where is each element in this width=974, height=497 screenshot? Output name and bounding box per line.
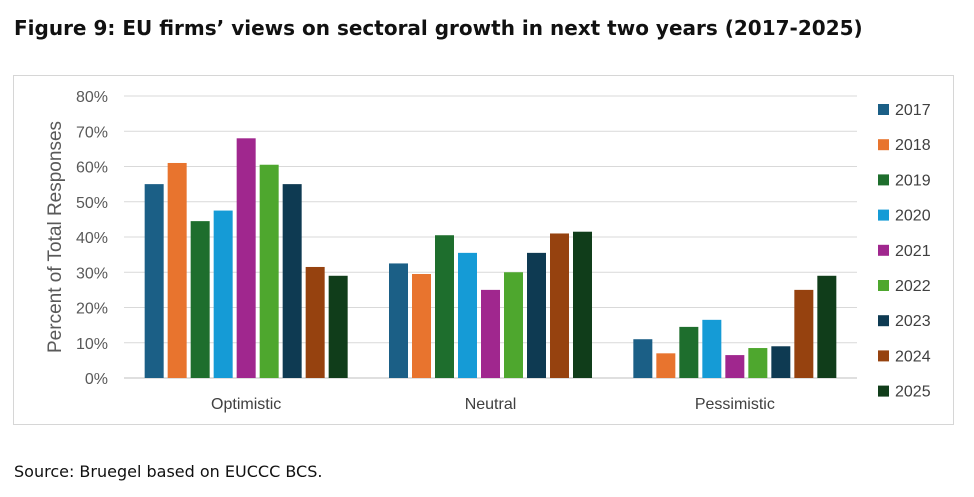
bar-pessimistic-2024: [794, 289, 814, 378]
source-note: Source: Bruegel based on EUCCC BCS.: [14, 462, 323, 481]
chart-frame: 0% 10% 20% 30% 40% 50% 60% 70% 80% Percent of Tot…: [13, 75, 954, 425]
x-tick-label: Neutral: [465, 396, 517, 413]
y-tick-label: 50%: [76, 195, 108, 212]
bar-neutral-2019: [435, 235, 454, 378]
y-tick-label: 30%: [76, 265, 108, 282]
legend-swatch-2018: [878, 139, 889, 151]
bar-optimistic-2023: [282, 184, 302, 378]
legend-label-2022: 2022: [895, 278, 931, 295]
legend-swatch-2024: [878, 350, 889, 362]
legend-swatch-2020: [878, 209, 889, 221]
legend-label-2024: 2024: [895, 348, 931, 365]
y-tick-label: 40%: [76, 230, 108, 247]
bar-neutral-2024: [550, 233, 569, 378]
bar-pessimistic-2023: [771, 346, 791, 378]
legend-swatch-2023: [878, 315, 889, 327]
bar-optimistic-2020: [213, 210, 233, 378]
bar-optimistic-2019: [190, 221, 210, 378]
legend-label-2019: 2019: [895, 172, 931, 189]
bar-optimistic-2022: [259, 164, 279, 378]
legend-swatch-2022: [878, 280, 889, 291]
y-tick-label: 70%: [76, 124, 108, 141]
bar-pessimistic-2018: [656, 353, 676, 378]
figure-title: Figure 9: EU firms’ views on sectoral gr…: [14, 16, 863, 40]
bar-pessimistic-2017: [633, 339, 653, 378]
y-tick-label: 20%: [76, 301, 108, 318]
bar-neutral-2025: [573, 231, 592, 378]
bar-neutral-2017: [389, 263, 408, 378]
bar-neutral-2021: [481, 289, 500, 378]
y-tick-label: 80%: [76, 89, 108, 106]
legend-swatch-2021: [878, 244, 889, 256]
bar-neutral-2018: [412, 274, 431, 378]
y-tick-label: 0%: [85, 371, 108, 388]
bar-neutral-2022: [504, 272, 523, 378]
x-tick-label: Optimistic: [211, 396, 281, 413]
legend-label-2023: 2023: [895, 313, 931, 330]
bar-pessimistic-2025: [817, 275, 837, 378]
bar-optimistic-2021: [236, 138, 256, 378]
y-axis-title: Percent of Total Responses: [45, 121, 66, 353]
legend-swatch-2017: [878, 104, 889, 115]
bar-optimistic-2017: [144, 184, 164, 378]
bar-chart: 0% 10% 20% 30% 40% 50% 60% 70% 80% Percent of Tot…: [45, 89, 931, 413]
bar-optimistic-2018: [167, 162, 187, 378]
bar-optimistic-2025: [328, 275, 348, 378]
legend-label-2017: 2017: [895, 102, 931, 119]
bar-neutral-2020: [458, 252, 477, 378]
bar-pessimistic-2021: [725, 355, 745, 378]
bar-pessimistic-2019: [679, 326, 699, 378]
legend-label-2025: 2025: [895, 384, 931, 401]
x-tick-label: Pessimistic: [695, 396, 775, 413]
bar-pessimistic-2022: [748, 348, 768, 378]
y-tick-label: 60%: [76, 160, 108, 177]
legend-label-2020: 2020: [895, 208, 931, 225]
bar-neutral-2023: [527, 252, 546, 378]
bar-optimistic-2024: [305, 266, 325, 378]
legend-label-2018: 2018: [895, 137, 931, 154]
legend-swatch-2019: [878, 174, 889, 186]
legend-swatch-2025: [878, 385, 889, 397]
bar-pessimistic-2020: [702, 319, 722, 378]
y-tick-label: 10%: [76, 336, 108, 353]
legend-label-2021: 2021: [895, 243, 931, 260]
